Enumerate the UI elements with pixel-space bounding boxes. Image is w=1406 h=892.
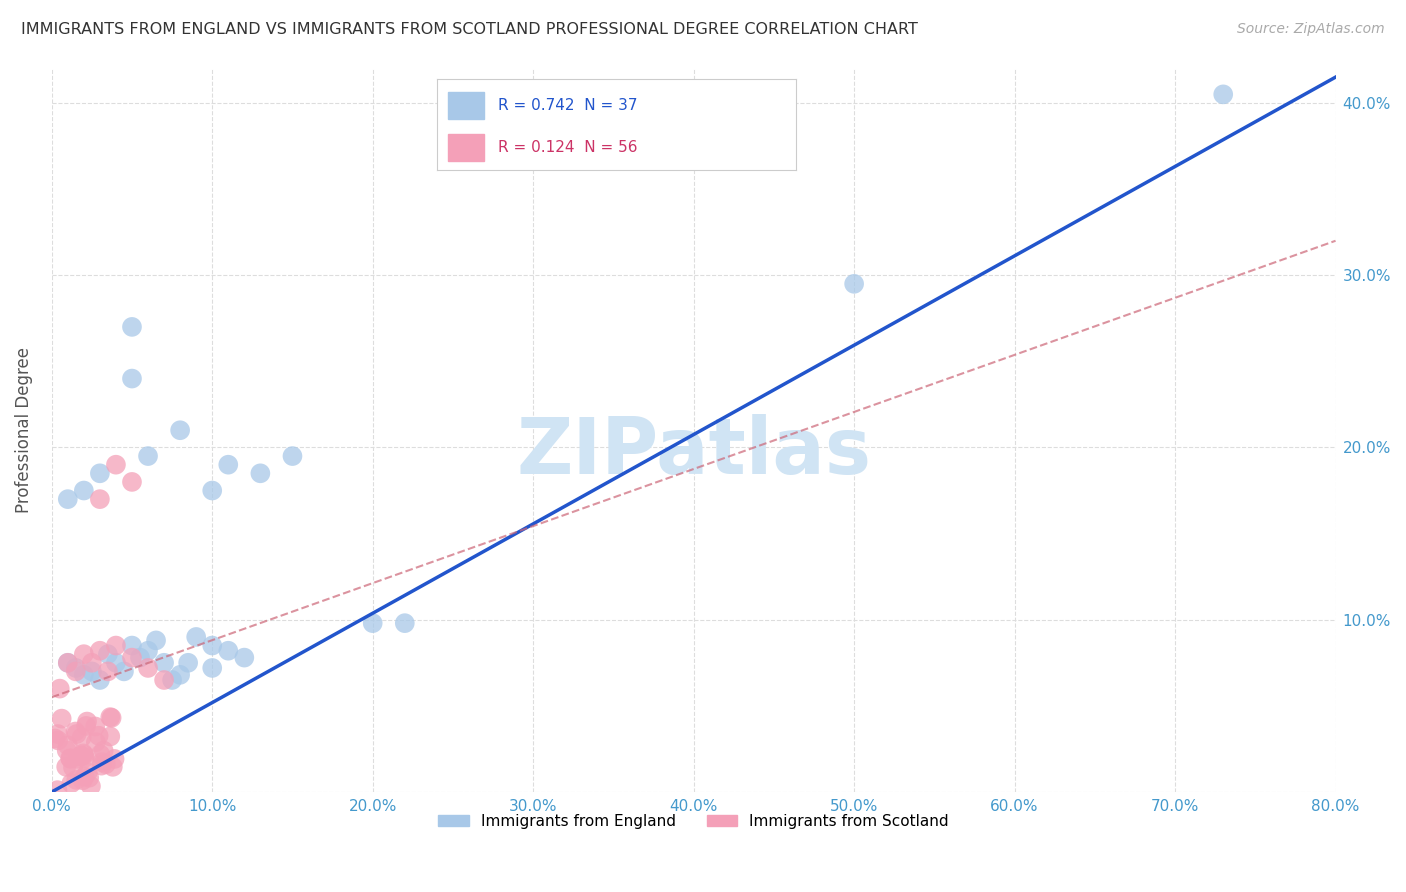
Point <box>201 639 224 653</box>
Point <box>70 731 93 745</box>
Point <box>87 729 110 743</box>
Point <box>65 661 87 675</box>
Point <box>89 467 111 481</box>
Text: ZIPatlas: ZIPatlas <box>516 414 872 490</box>
Point <box>201 661 224 675</box>
Point <box>73 647 96 661</box>
Point <box>104 458 127 472</box>
Point <box>104 639 127 653</box>
Point <box>136 661 159 675</box>
Point <box>169 668 191 682</box>
Point <box>66 752 89 766</box>
Point <box>90 758 112 772</box>
Point <box>136 644 159 658</box>
Point <box>73 770 96 784</box>
Point <box>56 656 79 670</box>
Point <box>65 772 87 787</box>
Y-axis label: Professional Degree: Professional Degree <box>15 347 32 513</box>
Point <box>46 733 69 747</box>
Point <box>97 647 120 661</box>
Point <box>98 710 121 724</box>
Point <box>89 747 111 762</box>
Point <box>98 730 121 744</box>
Point <box>249 467 271 481</box>
Point <box>89 492 111 507</box>
Point <box>89 673 111 687</box>
Point <box>80 665 103 679</box>
Point <box>121 319 143 334</box>
Point <box>75 719 97 733</box>
Point <box>73 483 96 498</box>
Point <box>59 752 82 766</box>
Point <box>56 739 79 753</box>
Point <box>73 668 96 682</box>
Point <box>233 650 256 665</box>
Point <box>121 650 143 665</box>
Point <box>186 630 208 644</box>
Point <box>281 449 304 463</box>
Point <box>55 743 77 757</box>
Point <box>121 639 143 653</box>
Point <box>65 724 87 739</box>
Point <box>73 748 96 763</box>
Point <box>56 492 79 507</box>
Point <box>217 458 239 472</box>
Point <box>1212 87 1234 102</box>
Point <box>46 727 69 741</box>
Point <box>72 773 94 788</box>
Point <box>77 771 100 785</box>
Point <box>160 673 183 687</box>
Point <box>121 475 143 489</box>
Point <box>97 665 120 679</box>
Point <box>89 644 111 658</box>
Point <box>842 277 865 291</box>
Point <box>62 760 84 774</box>
Point <box>217 644 239 658</box>
Point <box>69 748 91 763</box>
Legend: Immigrants from England, Immigrants from Scotland: Immigrants from England, Immigrants from… <box>432 808 955 835</box>
Point <box>153 673 176 687</box>
Point <box>201 483 224 498</box>
Point <box>73 751 96 765</box>
Point <box>136 449 159 463</box>
Point <box>44 731 66 746</box>
Point <box>84 719 107 733</box>
Point <box>51 712 73 726</box>
Point <box>100 711 122 725</box>
Point <box>76 765 98 780</box>
Point <box>153 656 176 670</box>
Point <box>169 423 191 437</box>
Point <box>49 681 72 696</box>
Point <box>394 616 416 631</box>
Point <box>76 714 98 729</box>
Point <box>65 665 87 679</box>
Point <box>104 656 127 670</box>
Point <box>112 665 135 679</box>
Point <box>121 371 143 385</box>
Point <box>70 749 93 764</box>
Point <box>46 783 69 797</box>
Point <box>66 727 89 741</box>
Point <box>94 757 117 772</box>
Point <box>177 656 200 670</box>
Point <box>56 656 79 670</box>
Point <box>80 656 103 670</box>
Point <box>93 743 115 757</box>
Point <box>103 752 125 766</box>
Point <box>129 650 152 665</box>
Point <box>55 760 77 774</box>
Point <box>72 747 94 761</box>
Point <box>361 616 384 631</box>
Point <box>60 776 83 790</box>
Point <box>80 779 103 793</box>
Point <box>59 751 82 765</box>
Text: IMMIGRANTS FROM ENGLAND VS IMMIGRANTS FROM SCOTLAND PROFESSIONAL DEGREE CORRELAT: IMMIGRANTS FROM ENGLAND VS IMMIGRANTS FR… <box>21 22 918 37</box>
Point <box>101 760 124 774</box>
Point <box>84 735 107 749</box>
Point <box>91 755 114 769</box>
Point <box>145 633 167 648</box>
Text: Source: ZipAtlas.com: Source: ZipAtlas.com <box>1237 22 1385 37</box>
